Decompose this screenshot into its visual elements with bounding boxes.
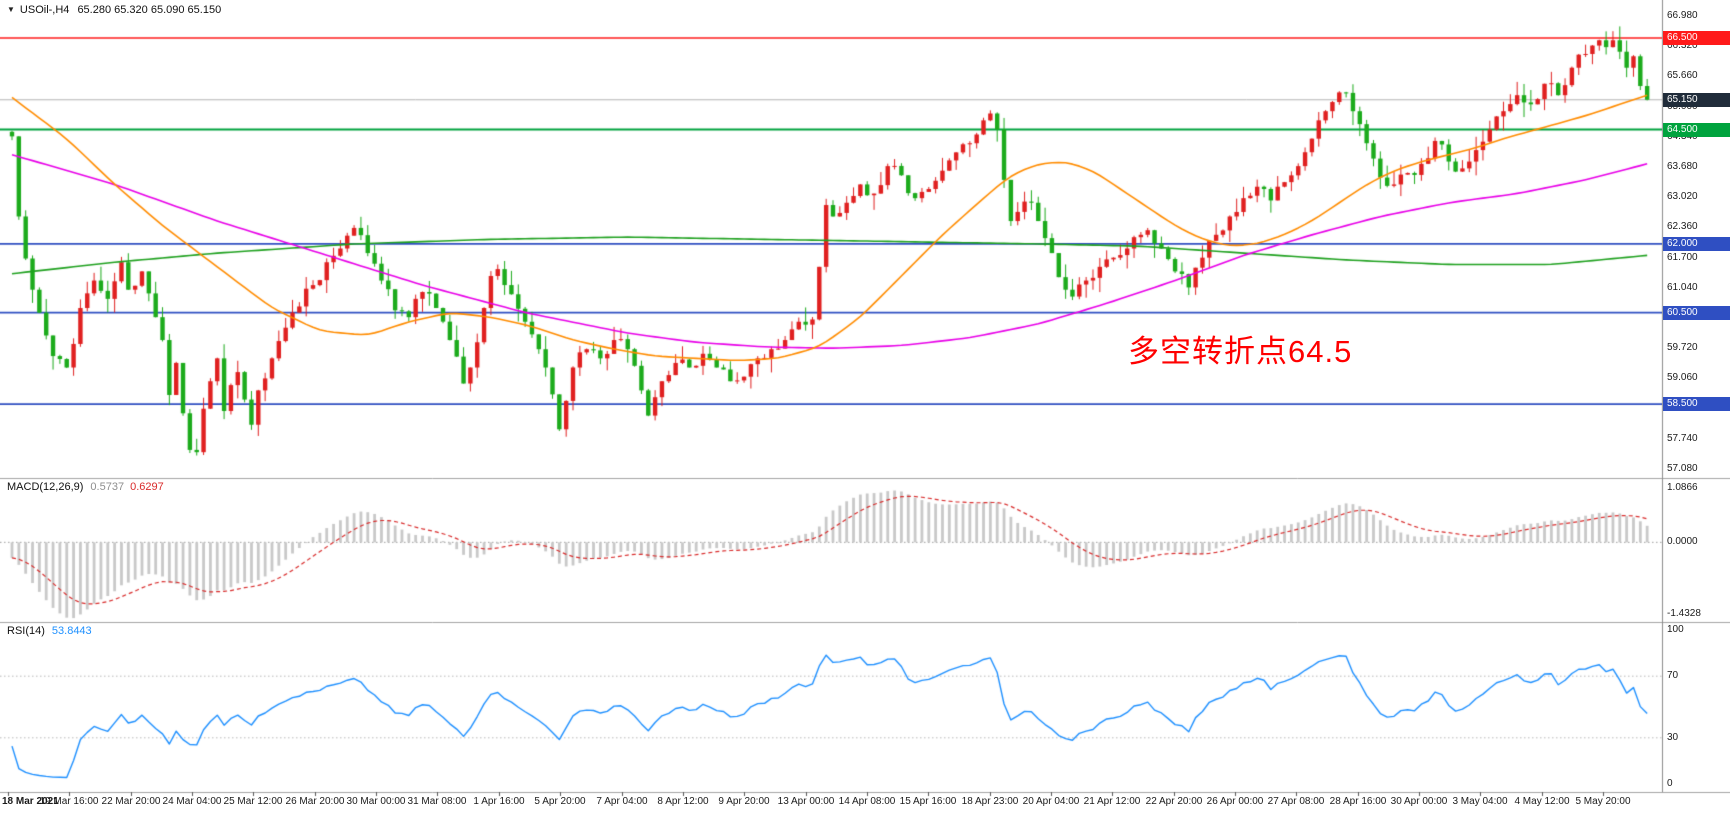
macd-indicator-label: MACD(12,26,9) 0.5737 0.6297: [7, 481, 164, 493]
rsi-name: RSI(14): [7, 625, 45, 637]
symbol-dropdown-icon[interactable]: ▼: [7, 5, 15, 14]
symbol-title: ▼ USOil-,H4 65.280 65.320 65.090 65.150: [7, 4, 221, 16]
macd-signal-value: 0.6297: [130, 481, 164, 493]
rsi-indicator-label: RSI(14) 53.8443: [7, 625, 92, 637]
chart-annotation: 多空转折点64.5: [1128, 334, 1353, 369]
ohlc-values: 65.280 65.320 65.090 65.150: [77, 4, 222, 16]
macd-name: MACD(12,26,9): [7, 481, 84, 493]
macd-main-value: 0.5737: [90, 481, 125, 493]
symbol-period-label: USOil-,H4: [19, 4, 70, 16]
rsi-value: 53.8443: [51, 625, 92, 637]
